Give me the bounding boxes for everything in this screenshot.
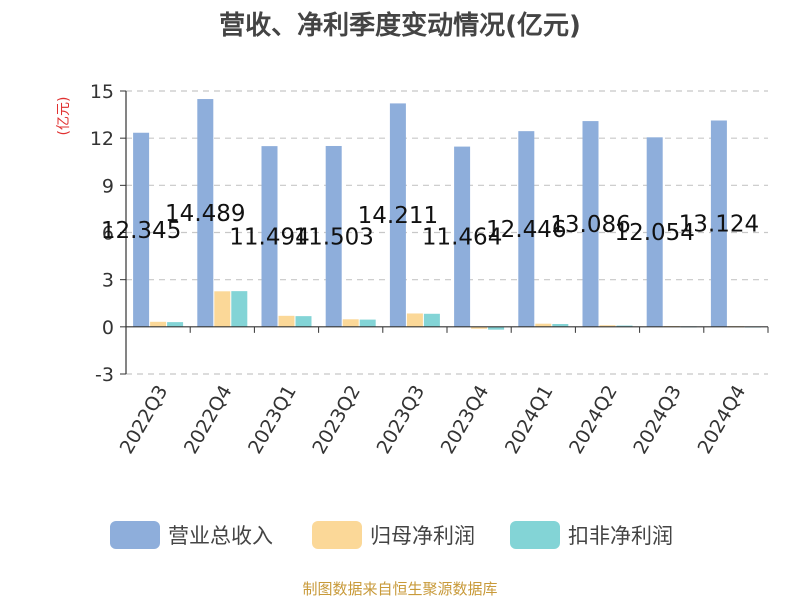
- legend-swatch: [510, 521, 560, 549]
- x-tick-label: 2024Q2: [565, 382, 622, 458]
- bar-series-2: [278, 315, 295, 327]
- legend-swatch: [110, 521, 160, 549]
- legend-swatch: [312, 521, 362, 549]
- legend-label: 扣非净利润: [568, 524, 673, 548]
- chart-title: 营收、净利季度变动情况(亿元): [219, 10, 581, 41]
- data-label: 12.345: [101, 218, 181, 244]
- bar-series-3: [488, 326, 505, 330]
- bar-series-3: [552, 324, 569, 327]
- data-label: 14.211: [358, 203, 438, 229]
- y-tick-label: 12: [90, 128, 114, 150]
- x-tick-label: 2023Q1: [244, 382, 301, 458]
- legend: 营业总收入 归母净利润 扣非净利润: [110, 521, 673, 549]
- bar-series-2: [471, 326, 488, 329]
- bar-series-1: [325, 145, 342, 327]
- y-tick-label: 15: [90, 81, 114, 103]
- bar-series-3: [359, 319, 376, 327]
- y-tick-label: -3: [95, 364, 114, 386]
- bar-series-3: [423, 313, 440, 327]
- x-tick-label: 2024Q4: [693, 382, 750, 458]
- x-tick-label: 2022Q3: [116, 382, 173, 458]
- data-labels: 12.34514.48911.49411.50314.21111.46412.4…: [101, 201, 759, 251]
- y-axis-ticks: 15 12 9 6 3 0 -3: [90, 81, 126, 386]
- bar-series-3: [295, 316, 312, 327]
- bar-series-2: [535, 323, 552, 327]
- bar-series-1: [454, 146, 471, 327]
- bar-series-1: [197, 99, 214, 327]
- bar-series-1: [646, 137, 663, 327]
- data-label: 13.124: [679, 212, 759, 238]
- data-label: 11.503: [293, 224, 373, 250]
- bar-series-2: [342, 319, 359, 327]
- bar-series-2: [150, 321, 167, 327]
- data-label: 11.494: [229, 224, 309, 250]
- y-tick-label: 9: [102, 175, 114, 197]
- x-tick-label: 2024Q1: [501, 382, 558, 458]
- x-tick-label: 2023Q2: [308, 382, 365, 458]
- x-tick-label: 2023Q4: [437, 381, 494, 457]
- bar-series-3: [231, 291, 248, 327]
- bar-series-1: [261, 146, 278, 327]
- y-axis-unit: (亿元): [56, 97, 72, 136]
- legend-label: 归母净利润: [370, 524, 475, 548]
- source-note: 制图数据来自恒生聚源数据库: [302, 580, 497, 598]
- bar-series-1: [133, 132, 150, 327]
- bar-series-1: [518, 131, 535, 327]
- x-tick-label: 2024Q3: [629, 382, 686, 458]
- gridlines: [126, 90, 768, 375]
- bar-series-1: [582, 121, 599, 327]
- x-tick-label: 2022Q4: [180, 382, 237, 458]
- y-tick-label: 0: [102, 317, 114, 339]
- x-tick-label: 2023Q3: [372, 382, 429, 458]
- y-tick-label: 6: [102, 223, 114, 245]
- x-axis-labels: 2022Q3 2022Q4 2023Q1 2023Q2 2023Q3 2023Q4 2024…: [116, 381, 751, 457]
- bar-series-2: [406, 313, 423, 327]
- bar-series-2: [214, 291, 231, 327]
- bar-series-2: [599, 325, 616, 327]
- bars: [133, 99, 761, 330]
- bar-series-1: [389, 103, 406, 327]
- bar-series-1: [710, 120, 727, 327]
- data-label: 11.464: [422, 225, 502, 251]
- data-label: 14.489: [165, 201, 245, 227]
- data-label: 13.086: [550, 212, 630, 238]
- data-label: 12.446: [486, 217, 566, 243]
- bar-series-3: [616, 325, 633, 327]
- data-label: 12.054: [614, 220, 694, 246]
- y-tick-label: 3: [102, 270, 114, 292]
- axes: [125, 91, 769, 374]
- bar-series-3: [167, 322, 184, 327]
- legend-label: 营业总收入: [168, 524, 273, 548]
